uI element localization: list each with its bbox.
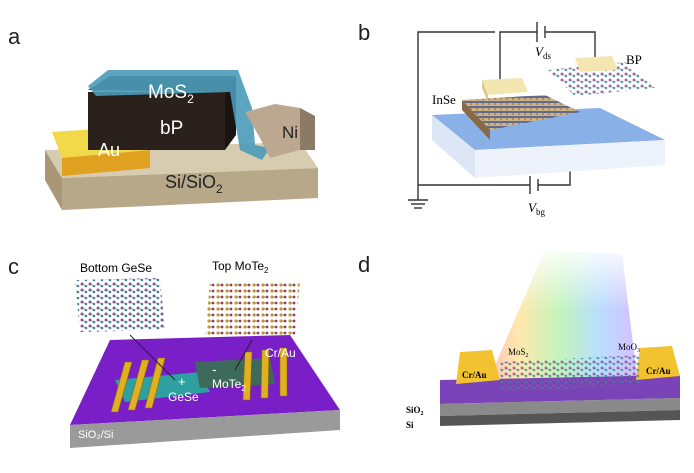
panel-c-shape	[129, 334, 176, 381]
panel-c-shape-shape	[144, 357, 166, 409]
label-part: ds	[543, 51, 552, 61]
panel-b-shape-shape	[499, 31, 537, 80]
label-part: 2	[241, 384, 246, 393]
panel-c-shape	[110, 347, 288, 413]
label-part: bg	[536, 207, 546, 217]
panel-a-shape	[88, 92, 225, 150]
panel-b: b Vds BP InSe Vbg	[358, 20, 665, 217]
panel-c-shape-shape	[242, 351, 253, 401]
label-part: 2	[421, 411, 424, 417]
panel-letter: d	[358, 252, 370, 277]
panel-a-shape	[88, 70, 270, 160]
label-part: V	[528, 200, 538, 215]
panel-a: a MoS2 bP Au Ni Si/SiO2	[8, 0, 345, 232]
label: Cr/Au	[646, 366, 671, 376]
panel-b-shape	[482, 78, 528, 95]
panel-letter: c	[8, 254, 19, 279]
panel-a-shape	[62, 150, 150, 176]
panel-b-shape	[575, 56, 618, 72]
panel-a-shape	[45, 150, 62, 210]
panel-b-shape-shape	[545, 31, 596, 58]
label-part: 3	[637, 348, 640, 354]
label-part: 2	[187, 92, 194, 106]
panel-b-shape-shape	[417, 31, 495, 200]
label: Au	[98, 140, 120, 160]
label-part: 2	[526, 353, 529, 359]
label: Bottom GeSe	[80, 261, 152, 275]
panel-letter: a	[8, 24, 21, 49]
label-part: 2	[216, 182, 223, 196]
label: MoS2	[148, 82, 194, 106]
label: Cr/Au	[462, 370, 487, 380]
panel-b-shape	[432, 115, 475, 178]
label-part: Top MoTe	[212, 259, 264, 273]
panel-c-shape-shape	[110, 361, 133, 413]
panel-b-shape	[462, 95, 580, 130]
panel-a-shape	[245, 104, 300, 158]
panel-d-shape	[456, 350, 500, 384]
panel-c-shape	[205, 282, 300, 335]
panel-b-shape-shape	[538, 165, 571, 186]
label: SiO2	[406, 405, 424, 417]
label: SiO₂/Si	[78, 429, 113, 441]
panel-c-shape	[70, 410, 340, 448]
label: BP	[626, 52, 642, 67]
label: GeSe	[168, 390, 199, 404]
label: bP	[160, 118, 183, 139]
label: InSe	[432, 92, 456, 107]
panel-c-shape	[234, 339, 253, 371]
label-part: 2	[264, 266, 269, 275]
panel-b-shape	[482, 80, 488, 102]
label-part: MoTe	[212, 377, 242, 391]
label: MoTe2	[212, 377, 246, 393]
label: Top MoTe2	[212, 259, 269, 275]
label: Vbg	[528, 200, 545, 217]
panel-c-shape-shape	[260, 349, 270, 399]
panel-c-shape-shape	[279, 347, 288, 397]
label: Ni	[282, 123, 298, 142]
panel-d-shape	[636, 346, 680, 380]
label: Vds	[535, 44, 551, 61]
label-part: MoS	[508, 347, 526, 357]
panel-b-shape	[475, 140, 665, 178]
panel-a-shape	[300, 108, 315, 150]
label-part: MoO	[618, 342, 638, 352]
panel-c-shape-shape	[127, 359, 150, 411]
label: Si	[406, 420, 414, 430]
label-part: MoS	[148, 82, 187, 103]
panel-a-shape	[62, 168, 318, 210]
label: MoS2	[508, 347, 529, 359]
panel-d-shape	[500, 355, 640, 392]
label-part: SiO	[406, 405, 421, 415]
label: -	[212, 361, 217, 377]
panel-letter: b	[358, 20, 370, 45]
panel-b-shape	[462, 100, 490, 140]
panel-c-shape	[75, 278, 165, 332]
label: Si/SiO2	[165, 172, 223, 196]
panel-d-shape	[440, 410, 680, 426]
label-part: V	[535, 44, 545, 59]
panel-b-shape	[408, 22, 596, 209]
panel-d: d Cr/Au Cr/Au MoS2 MoO3 SiO2 Si	[358, 250, 680, 430]
panel-b-shape	[548, 62, 655, 96]
panel-c-shape	[195, 358, 275, 388]
label: +	[178, 374, 186, 389]
label: Cr/Au	[265, 346, 296, 360]
label-part: Si/SiO	[165, 172, 216, 192]
panel-c: c Bottom GeSe Top MoTe2 Cr/Au + GeSe - M…	[8, 254, 340, 448]
label: MoO3	[618, 342, 640, 354]
